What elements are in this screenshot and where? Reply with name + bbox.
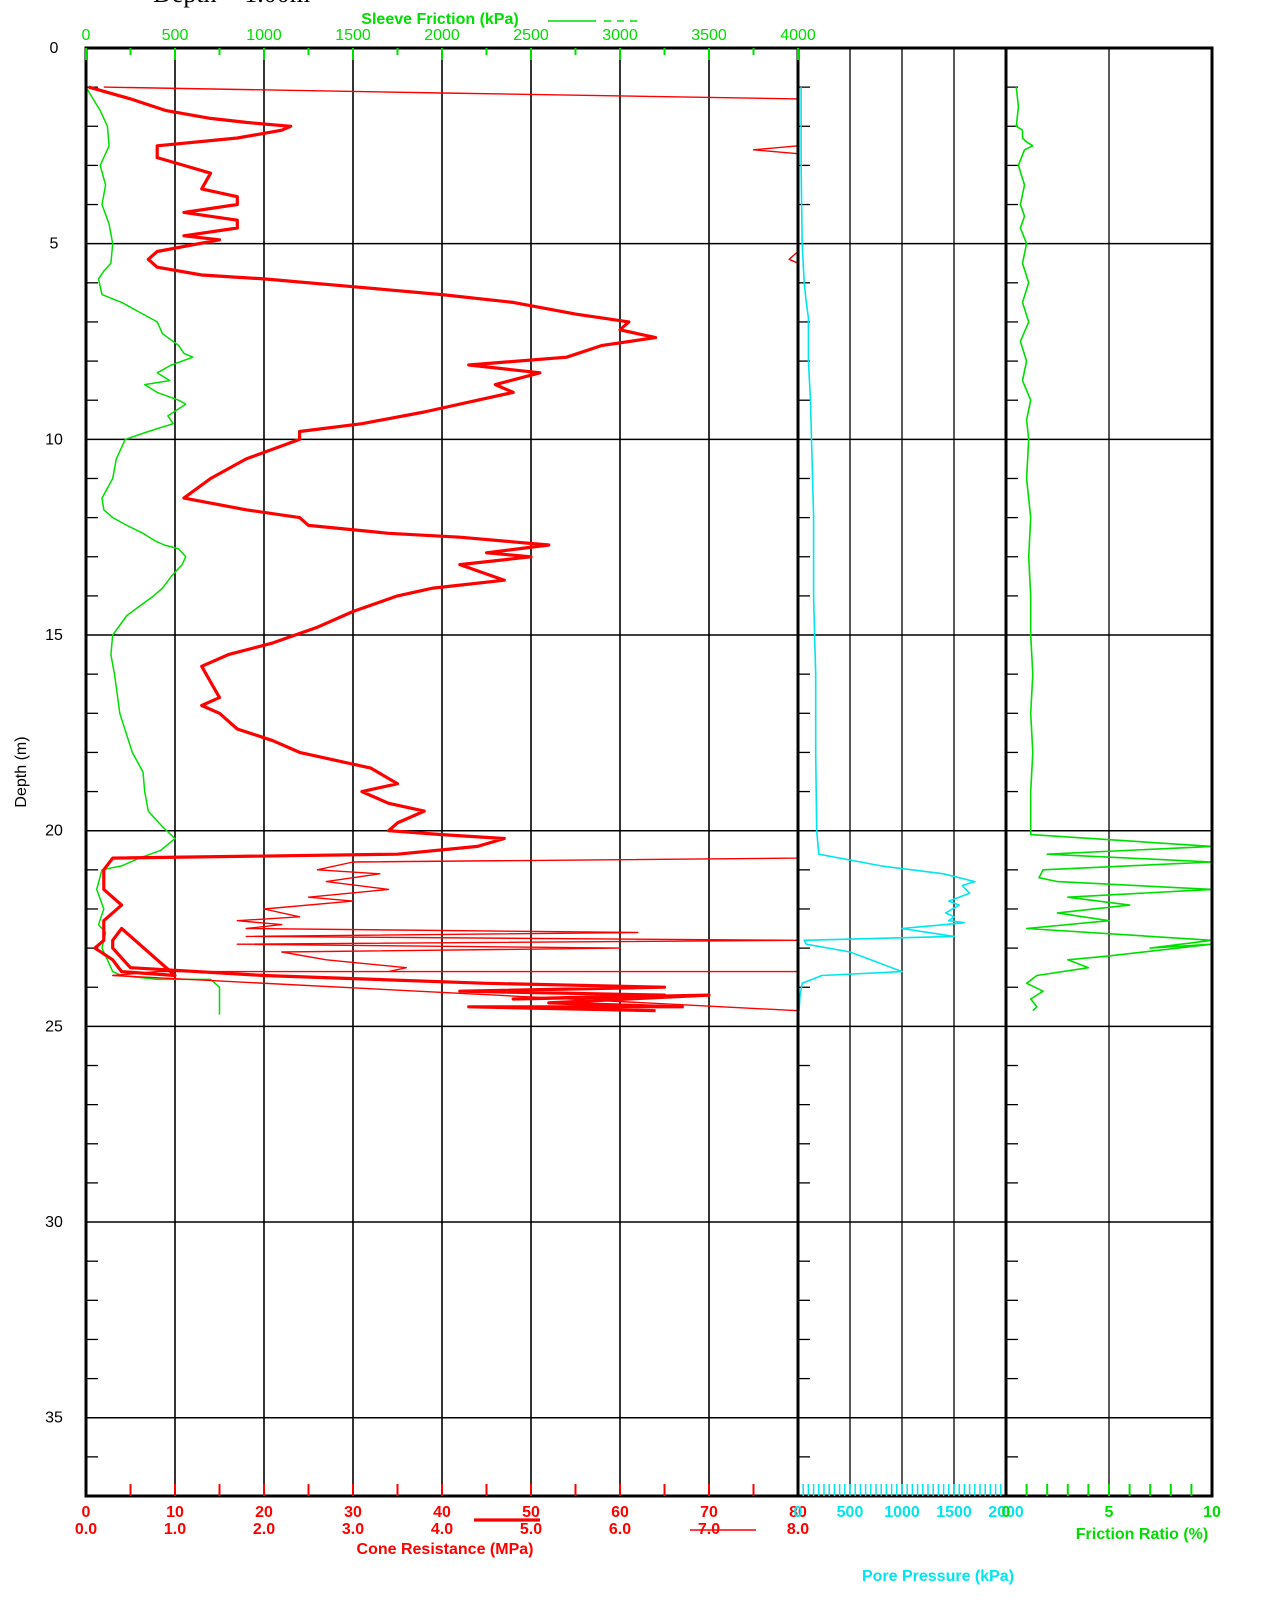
friction-ratio-tick-label: 10 (1203, 1504, 1221, 1521)
sleeve-friction-line (85, 86, 221, 1015)
depth-tick-label: 30 (45, 1214, 63, 1231)
frame-layer (84, 46, 1214, 1498)
pore-pressure-tick-label: 1500 (936, 1504, 972, 1521)
sleeve-friction-tick-label: 3500 (691, 27, 727, 44)
cone-resistance-tick-label: 0 (82, 1504, 91, 1521)
cone-resistance-tick-label: 60 (611, 1504, 629, 1521)
sleeve-friction-tick-label: 0 (82, 27, 91, 44)
friction-ratio-line (1015, 87, 1213, 1012)
cone-resistance-fine-tick-label: 5.0 (520, 1521, 542, 1538)
cone-resistance-fine-tick-label: 6.0 (609, 1521, 631, 1538)
friction-ratio-tick-label: 5 (1105, 1504, 1114, 1521)
cone-resistance-fine-tick-label: 8.0 (787, 1521, 809, 1538)
depth-tick-label: 0 (50, 40, 59, 57)
sleeve-friction-tick-label: 2000 (424, 27, 460, 44)
pore-pressure-tick-label: 2000 (988, 1504, 1024, 1521)
pore-pressure-line (798, 87, 976, 1011)
cone-resistance-tick-label: 80 (789, 1504, 807, 1521)
sleeve-friction-axis-label: Sleeve Friction (kPa) (361, 11, 518, 28)
cone-resistance-tick-label: 70 (700, 1504, 718, 1521)
pore-pressure-axis-label: Pore Pressure (kPa) (862, 1568, 1014, 1585)
depth-axis-label: Depth (m) (13, 736, 30, 807)
series-layer (85, 85, 1213, 1015)
grid-layer (86, 48, 1212, 1496)
cone-resistance-axis-label: Cone Resistance (MPa) (357, 1541, 534, 1558)
cone-resistance-fine-line (103, 86, 799, 1012)
sleeve-friction-tick-label: 500 (162, 27, 189, 44)
sleeve-friction-tick-label: 3000 (602, 27, 638, 44)
sleeve-friction-tick-label: 1500 (335, 27, 371, 44)
cone-resistance-tick-label: 30 (344, 1504, 362, 1521)
header-text: Depth = 1.00m (153, 0, 310, 8)
cone-resistance-tick-label: 20 (255, 1504, 273, 1521)
cone-resistance-line (88, 85, 711, 1013)
cone-resistance-fine-tick-label: 2.0 (253, 1521, 275, 1538)
pore-pressure-tick-label: 0 (794, 1504, 803, 1521)
friction-ratio-axis-label: Friction Ratio (%) (1076, 1526, 1208, 1543)
cone-resistance-fine-tick-label: 0.0 (75, 1521, 97, 1538)
cone-resistance-fine-tick-label: 3.0 (342, 1521, 364, 1538)
cone-resistance-fine-tick-label: 1.0 (164, 1521, 186, 1538)
cone-resistance-tick-label: 40 (433, 1504, 451, 1521)
friction-ratio-tick-label: 0 (1002, 1504, 1011, 1521)
cone-resistance-fine-tick-label: 4.0 (431, 1521, 453, 1538)
depth-tick-label: 20 (45, 823, 63, 840)
sleeve-friction-tick-label: 4000 (780, 27, 816, 44)
depth-tick-label: 25 (45, 1018, 63, 1035)
pore-pressure-tick-label: 500 (837, 1504, 864, 1521)
depth-tick-label: 5 (50, 236, 59, 253)
cone-resistance-tick-label: 50 (522, 1504, 540, 1521)
depth-tick-label: 35 (45, 1410, 63, 1427)
axis-text-layer: 0 5 10 15 20 25 30 35 Depth (m) Sleeve Friction (… (13, 11, 1221, 1585)
depth-tick-label: 15 (45, 627, 63, 644)
pore-pressure-tick-label: 1000 (884, 1504, 920, 1521)
cone-resistance-tick-label: 10 (166, 1504, 184, 1521)
sleeve-friction-tick-label: 1000 (246, 27, 282, 44)
sleeve-friction-tick-label: 2500 (513, 27, 549, 44)
depth-tick-label: 10 (45, 431, 63, 448)
